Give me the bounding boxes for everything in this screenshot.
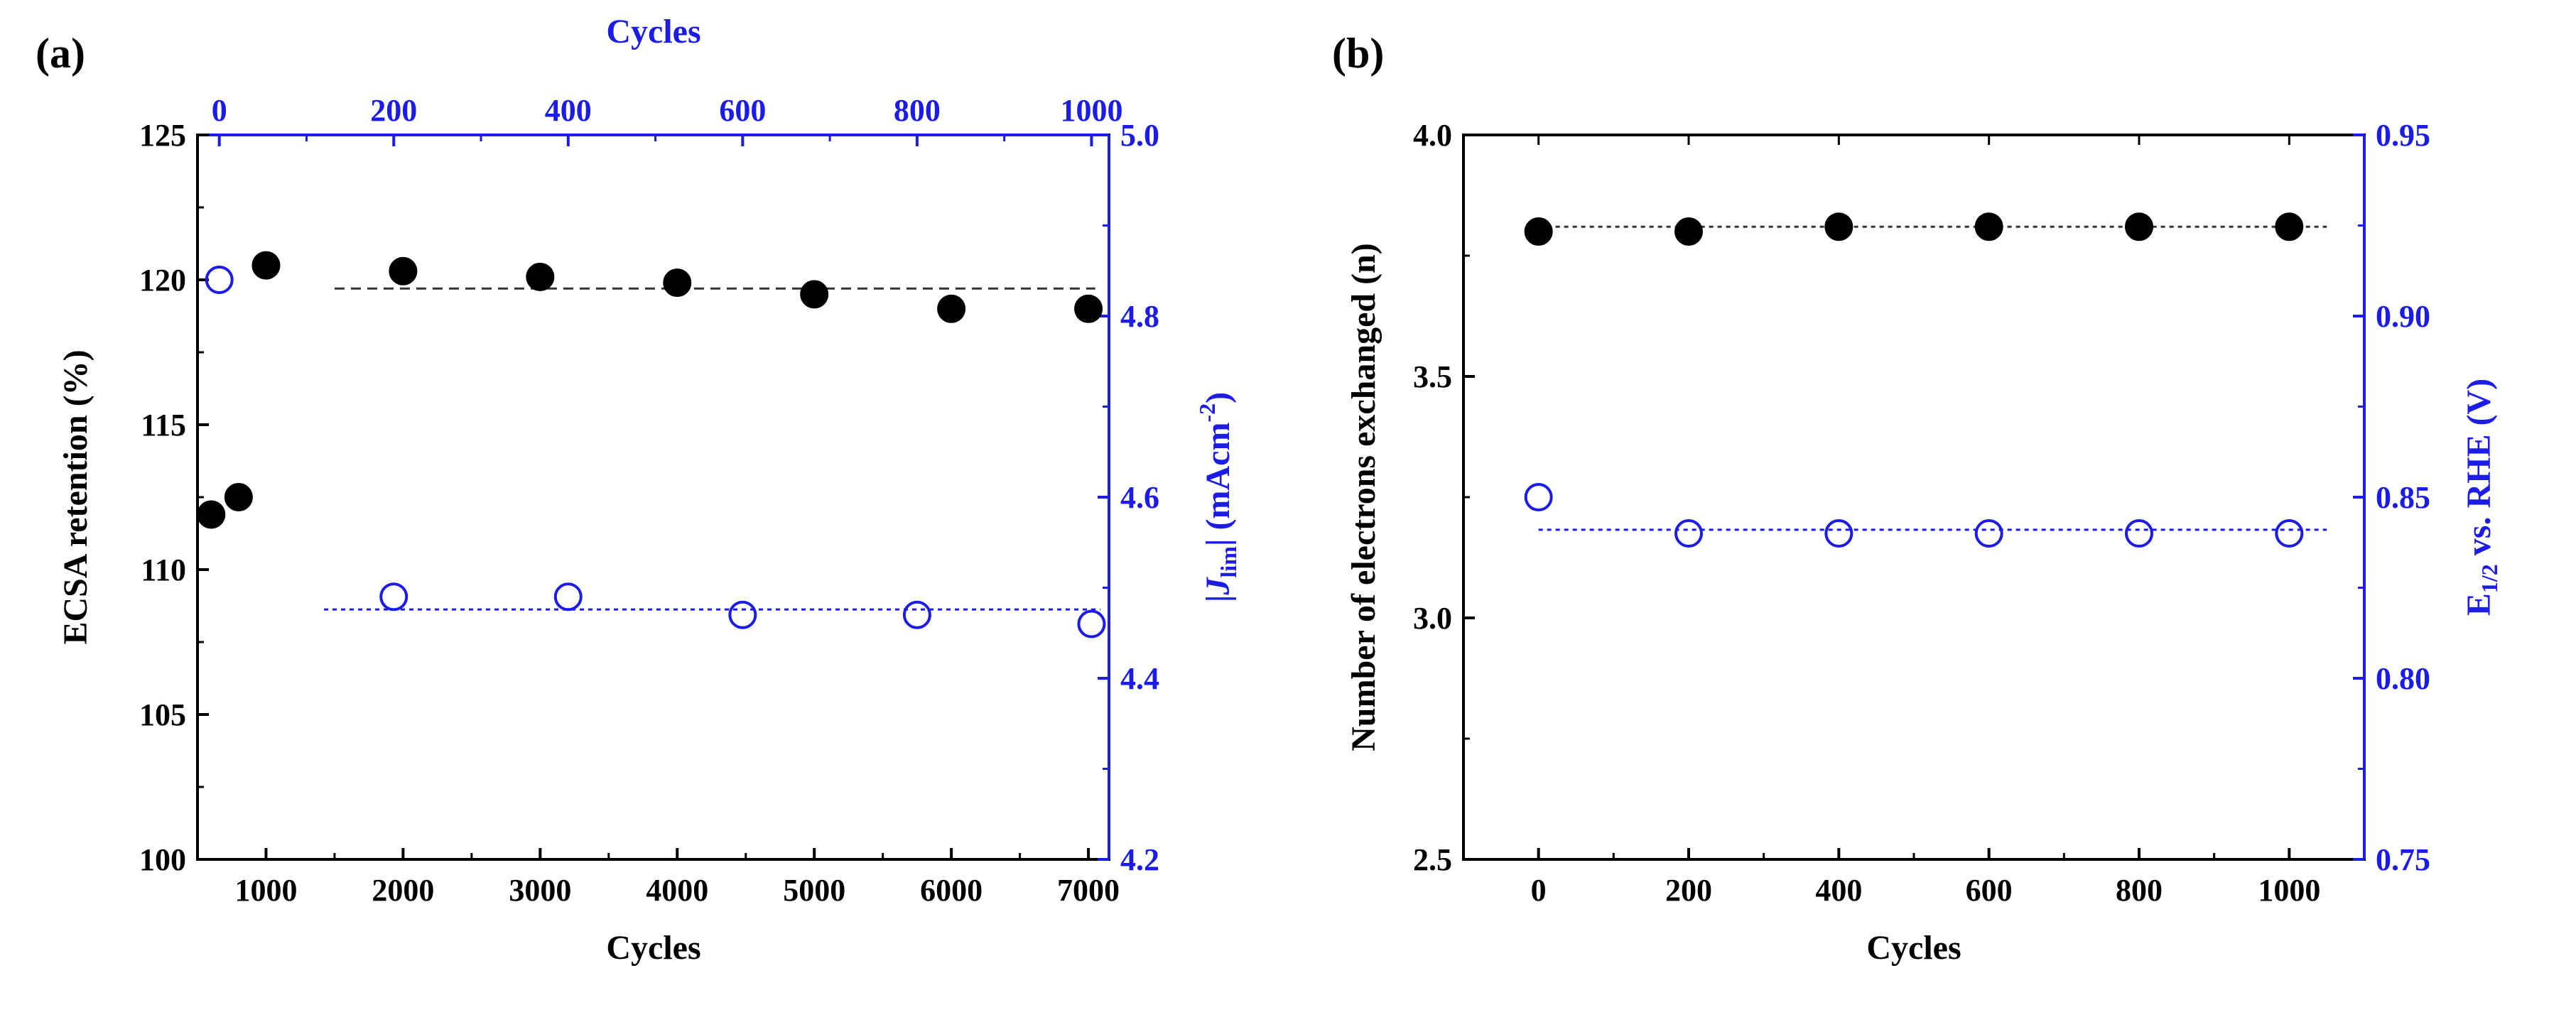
bottom-tick-label: 800 xyxy=(2116,873,2163,908)
panel-b-label: (b) xyxy=(1332,30,1384,77)
data-point-filled xyxy=(663,268,692,298)
right-tick-label: 4.4 xyxy=(1120,661,1159,696)
bottom-tick-label: 0 xyxy=(1531,873,1547,908)
data-point-open xyxy=(1524,483,1553,511)
bottom-tick-label: 6000 xyxy=(920,873,983,908)
left-tick-label: 125 xyxy=(139,118,186,153)
left-tick-label: 100 xyxy=(139,842,186,877)
data-point-filled xyxy=(1074,294,1103,323)
right-tick-label: 4.8 xyxy=(1120,299,1159,334)
bottom-tick-label: 4000 xyxy=(646,873,708,908)
data-point-filled xyxy=(2125,212,2153,241)
left-tick-label: 3.0 xyxy=(1413,601,1452,636)
data-point-open xyxy=(728,600,757,629)
right-tick-label: 0.75 xyxy=(2376,842,2430,877)
bottom-tick-label: 400 xyxy=(1815,873,1862,908)
panel-b-plot-frame xyxy=(1462,134,2366,861)
bottom-tick-label: 600 xyxy=(1966,873,2013,908)
data-point-filled xyxy=(937,294,966,323)
panel-b-bottom-axis-title: Cycles xyxy=(1866,929,1961,967)
left-tick-label: 105 xyxy=(139,697,186,732)
top-tick-label: 400 xyxy=(545,93,592,128)
data-point-filled xyxy=(197,500,226,529)
panel-a-markers xyxy=(197,251,1106,639)
data-point-open xyxy=(553,582,583,612)
panel-a-bottom-axis-title: Cycles xyxy=(606,929,700,967)
bottom-tick-label: 1000 xyxy=(2258,873,2320,908)
data-point-filled xyxy=(251,251,281,280)
data-point-open xyxy=(2275,519,2304,548)
data-point-open xyxy=(1674,519,1703,548)
panel-a: (a) 1000 2000 3000 4000 5000 6000 700010010511… xyxy=(36,13,1241,967)
panel-a-right-axis-title: |Jlim| (mAcm-2) xyxy=(1194,392,1241,602)
panel-a-reference-lines xyxy=(324,287,1100,611)
panel-b-ticks: 0 200 400 600 800 1000 2.5 3.0 3.5 4.0 0.75 0.80 0.8… xyxy=(1413,118,2430,908)
panel-b-reference-lines xyxy=(1538,225,2327,531)
panel-b-left-axis-title: Number of electrons exchanged (n) xyxy=(1345,243,1382,751)
data-point-open xyxy=(1824,519,1853,548)
bottom-tick-label: 3000 xyxy=(509,873,571,908)
data-point-filled xyxy=(526,262,555,291)
top-tick-label: 800 xyxy=(894,93,941,128)
left-tick-label: 4.0 xyxy=(1413,118,1452,153)
panel-a-ticks: 1000 2000 3000 4000 5000 6000 7000100105110115… xyxy=(139,93,1159,908)
panel-a-label: (a) xyxy=(36,30,85,77)
left-tick-label: 2.5 xyxy=(1413,842,1452,877)
bottom-tick-label: 200 xyxy=(1665,873,1712,908)
right-tick-label: 4.2 xyxy=(1120,842,1159,877)
bottom-tick-label: 7000 xyxy=(1057,873,1120,908)
data-point-filled xyxy=(1524,217,1553,246)
panel-a-top-axis-title: Cycles xyxy=(606,13,700,50)
panel-a-plot-frame xyxy=(196,134,1110,861)
top-tick-label: 600 xyxy=(719,93,766,128)
data-point-filled xyxy=(1824,212,1853,241)
left-tick-label: 120 xyxy=(139,263,186,298)
left-tick-label: 115 xyxy=(141,408,186,442)
top-tick-label: 200 xyxy=(370,93,417,128)
right-tick-label: 0.80 xyxy=(2376,661,2430,696)
right-tick-label: 4.6 xyxy=(1120,480,1159,515)
data-point-open xyxy=(1077,609,1106,639)
panel-b: (b) 0 200 400 600 800 1000 2.5 3.0 3.5 4.0 0.75 0.8… xyxy=(1332,30,2502,967)
right-tick-label: 0.85 xyxy=(2376,480,2430,515)
data-point-open xyxy=(902,600,931,629)
data-point-filled xyxy=(800,280,829,309)
bottom-tick-label: 1000 xyxy=(234,873,297,908)
data-point-filled xyxy=(1974,212,2003,241)
left-tick-label: 3.5 xyxy=(1413,359,1452,394)
bottom-tick-label: 2000 xyxy=(372,873,434,908)
data-point-open xyxy=(2125,519,2153,548)
panel-a-left-axis-title: ECSA retention (%) xyxy=(57,349,94,644)
data-point-open xyxy=(205,266,234,294)
data-point-filled xyxy=(1674,217,1703,246)
data-point-filled xyxy=(389,256,418,286)
data-point-filled xyxy=(224,483,253,511)
right-tick-label: 0.95 xyxy=(2376,118,2430,153)
data-point-filled xyxy=(2275,212,2304,241)
right-tick-label: 5.0 xyxy=(1120,118,1159,153)
data-point-open xyxy=(1974,519,2003,548)
panel-b-markers xyxy=(1524,212,2304,548)
top-tick-label: 0 xyxy=(212,93,227,128)
data-point-open xyxy=(379,582,408,612)
bottom-tick-label: 5000 xyxy=(783,873,845,908)
top-tick-label: 1000 xyxy=(1060,93,1122,128)
right-tick-label: 0.90 xyxy=(2376,299,2430,334)
panel-b-right-axis-title: E1/2 vs. RHE (V) xyxy=(2460,379,2502,616)
left-tick-label: 110 xyxy=(141,553,186,587)
